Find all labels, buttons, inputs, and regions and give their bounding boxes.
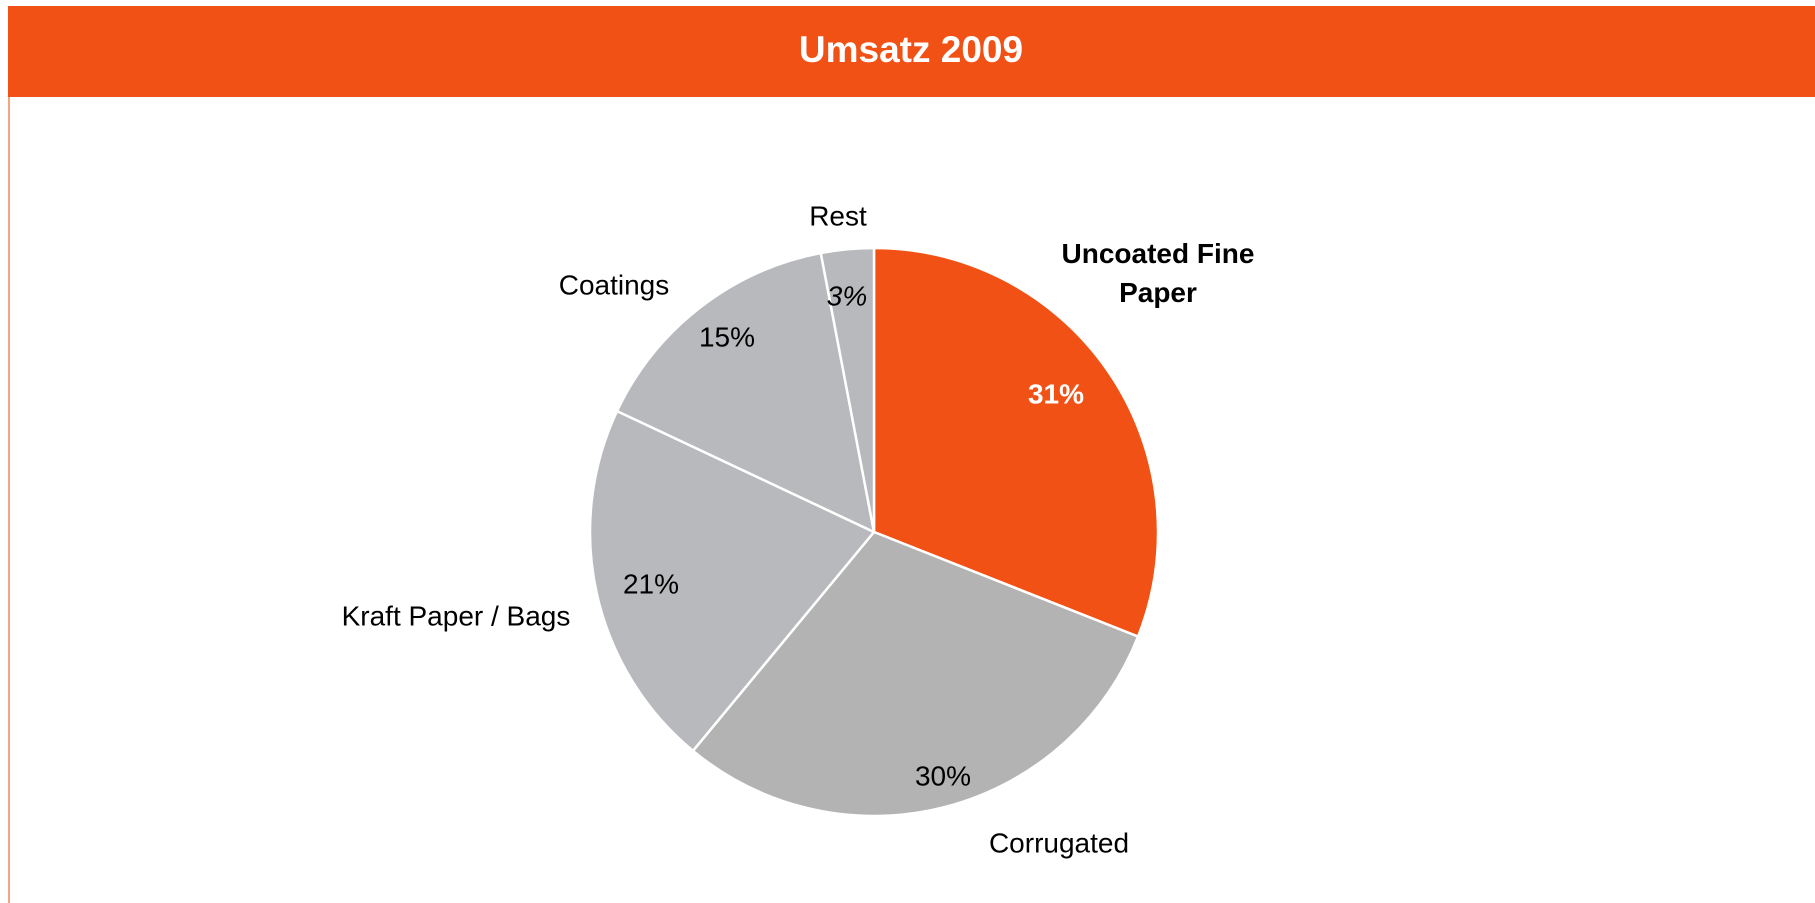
- value-label: 31%: [1028, 378, 1084, 409]
- value-label: 15%: [699, 321, 755, 352]
- category-label: Corrugated: [989, 827, 1129, 858]
- pie-slice: [819, 246, 876, 533]
- category-label: Uncoated Fine Paper: [1062, 238, 1255, 308]
- value-label: 3%: [827, 280, 867, 311]
- pie-slice: [872, 246, 1160, 639]
- pie-slice: [588, 409, 876, 753]
- category-label: Kraft Paper / Bags: [342, 600, 571, 631]
- value-label: 30%: [915, 760, 971, 791]
- pie-slice: [691, 530, 1140, 818]
- pie-slice: [615, 251, 876, 535]
- category-label: Rest: [809, 200, 867, 231]
- header-bar: [8, 6, 1815, 97]
- category-label: Coatings: [559, 269, 670, 300]
- chart-title: Umsatz 2009: [799, 29, 1023, 70]
- value-label: 21%: [623, 568, 679, 599]
